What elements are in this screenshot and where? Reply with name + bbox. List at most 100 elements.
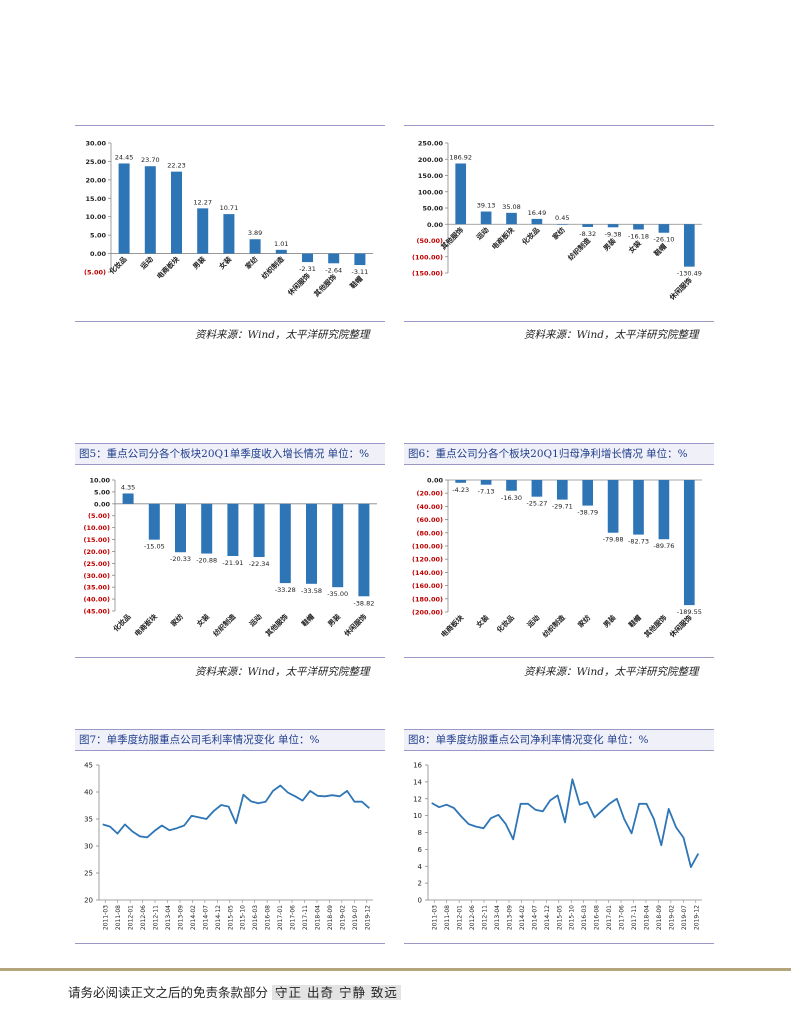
y-tick-label: (20.00) [416,490,443,498]
x-tick-label: 2019-12 [364,905,371,930]
y-tick-label: (45.00) [83,608,110,616]
bar-value-label: 1.01 [274,240,288,248]
category-label: 家纺 [576,613,592,629]
footer-motto: 守正 出奇 宁静 致远 [272,985,401,1000]
x-tick-label: 2018-09 [327,905,334,930]
category-label: 鞋帽 [348,274,364,290]
category-label: 电商板块 [490,225,517,252]
chart-panel-4: 图6：重点公司分各个板块20Q1归母净利增长情况 单位：% 0.00 (20.00… [404,443,714,683]
bar-value-label: 3.89 [248,229,262,237]
footer-divider [0,968,791,971]
bar-value-label: -25.27 [526,500,547,508]
category-label: 鞋帽 [627,613,643,629]
category-label: 纺织制造 [260,254,287,281]
y-tick-label: 0.00 [94,500,111,508]
y-tick-label: 15.00 [85,195,106,203]
bar [582,480,594,506]
bar-value-label: -130.49 [677,270,702,278]
x-tick-label: 2013-09 [177,905,184,930]
y-tick-label: 10 [413,812,422,820]
x-tick-label: 2013-04 [165,905,172,930]
bar-value-label: -8.32 [579,230,596,238]
y-tick-label: 0.00 [427,221,444,229]
bar [683,224,695,267]
x-tick-label: 2014-12 [215,905,222,930]
bar-value-label: 4.35 [121,483,135,491]
bar-value-label: 186.92 [449,154,472,162]
y-tick-label: (180.00) [412,595,443,603]
series-line [102,784,370,839]
x-tick-label: 2012-06 [140,905,147,930]
x-tick-label: 2012-01 [128,905,135,930]
bar-chart-2: 250.00 200.00 150.00 100.00 50.00 0.00 (50.00)… [412,140,702,303]
y-tick-label: (80.00) [416,529,443,537]
bar-value-label: -4.23 [452,486,469,494]
bar-value-label: -16.30 [501,494,522,502]
chart-panel-3: 图5：重点公司分各个板块20Q1单季度收入增长情况 单位：% 10.00 5.00… [75,443,385,683]
bar-value-label: -33.28 [275,586,296,594]
y-tick-label: (35.00) [83,584,110,592]
y-tick-label: (20.00) [83,548,110,556]
category-label: 女装 [627,239,643,255]
y-tick-label: (15.00) [83,536,110,544]
y-tick-label: 25.00 [85,158,106,166]
bar-value-label: -38.82 [353,599,374,607]
x-tick-label: 2016-03 [581,905,588,930]
y-tick-label: 50.00 [422,205,443,213]
x-tick-label: 2015-05 [556,905,563,930]
y-tick-label: 0.00 [427,477,444,485]
category-label: 男装 [601,613,617,629]
bar [328,253,340,264]
bar-value-label: 10.71 [220,204,239,212]
series-line [431,778,700,868]
chart-panel-2: 250.00 200.00 150.00 100.00 50.00 0.00 (50.00)… [404,125,714,347]
x-tick-label: 2011-03 [103,905,110,930]
source-note-3: 资料来源：Wind，太平洋研究院整理 [195,666,370,678]
x-tick-label: 2018-04 [643,905,650,930]
bar-value-label: -89.76 [653,542,674,550]
bar-chart-1: 30.00 25.00 20.00 15.00 10.00 5.00 0.00 (5.00) 2… [84,140,373,299]
x-tick-label: 2018-09 [656,905,663,930]
bar-value-label: -22.34 [249,560,270,568]
y-tick-label: (100.00) [412,543,443,551]
y-tick-label: 10.00 [89,477,110,485]
bar [455,480,467,483]
chart-panel-5: 图7：单季度纺服重点公司毛利率情况变化 单位：% 45 40 35 30 25 20 201… [75,729,385,944]
bar-value-label: -33.58 [301,587,322,595]
y-tick-label: 250.00 [418,140,444,148]
bar-value-label: -15.05 [144,543,165,551]
category-label: 电商板块 [133,611,160,638]
x-tick-label: 2019-12 [693,905,700,930]
y-tick-label: 10.00 [85,213,106,221]
bar [227,503,239,557]
y-tick-label: 100.00 [418,188,444,196]
bar [253,503,265,558]
chart-panel-1: 30.00 25.00 20.00 15.00 10.00 5.00 0.00 (5.00) 2… [75,125,385,347]
bar-value-label: -82.73 [628,538,649,546]
category-label: 纺织制造 [566,235,593,262]
y-tick-label: 12 [413,795,422,803]
category-label: 女装 [217,255,233,271]
y-tick-label: 45 [84,762,93,770]
x-tick-label: 2015-05 [227,905,234,930]
y-tick-label: 8 [418,829,422,837]
bar-value-label: 16.49 [528,209,547,217]
line-chart-7: 45 40 35 30 25 20 2011-03 2011-08 2012-01 2012-06… [84,762,373,930]
bar [354,253,366,266]
bar [531,218,543,225]
bar [556,480,568,500]
y-tick-label: (160.00) [412,582,443,590]
category-label: 家纺 [169,612,185,628]
bar [148,503,160,540]
bar-chart-4: 0.00 (20.00) (40.00) (60.00) (80.00) (100.00)… [412,477,702,640]
source-note-2: 资料来源：Wind，太平洋研究院整理 [524,329,699,341]
bar [607,224,619,228]
bar-value-label: -29.71 [552,503,573,511]
category-label: 休闲服饰 [341,612,368,639]
y-tick-label: (140.00) [412,569,443,577]
footer-disclaimer: 请务必阅读正文之后的免责条款部分 [68,985,269,1000]
bar-value-label: -2.64 [325,266,342,274]
y-tick-label: 35 [84,816,93,824]
category-label: 化妆品 [107,255,128,276]
bar-value-label: -21.91 [222,559,243,567]
